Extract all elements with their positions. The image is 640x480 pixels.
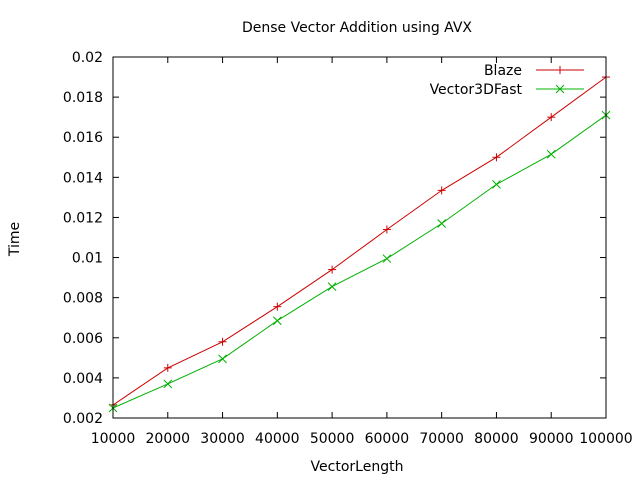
y-tick-label: 0.016 bbox=[63, 130, 103, 146]
data-point-vector3dfast-d2 bbox=[163, 379, 173, 389]
x-tick-label: 50000 bbox=[310, 431, 355, 447]
series-line-blaze bbox=[112, 76, 607, 406]
legend-marker-vector3dfast bbox=[555, 84, 565, 94]
data-point-blaze bbox=[273, 302, 282, 311]
data-point-vector3dfast-d2 bbox=[382, 254, 392, 263]
y-tick-label: 0.01 bbox=[72, 251, 103, 267]
y-tick-label: 0.006 bbox=[63, 331, 103, 347]
data-point-vector3dfast bbox=[218, 354, 227, 364]
x-tick-label: 20000 bbox=[146, 431, 191, 447]
data-point-vector3dfast bbox=[327, 282, 337, 291]
x-tick-label: 70000 bbox=[419, 431, 464, 447]
axis-ticks: 0.002 0.004 0.006 0.008 0.01 0.012 0.014 0.016 0… bbox=[63, 50, 633, 447]
legend-marker-blaze bbox=[556, 66, 564, 74]
y-tick-label: 0.012 bbox=[63, 210, 103, 226]
y-axis-label: Time bbox=[7, 222, 23, 257]
x-tick-label: 90000 bbox=[529, 431, 574, 447]
data-point-vector3dfast-d2 bbox=[437, 219, 447, 228]
data-point-blaze bbox=[547, 113, 556, 122]
data-point-blaze bbox=[437, 186, 446, 195]
data-point-vector3dfast bbox=[546, 149, 556, 159]
data-point-vector3dfast bbox=[492, 179, 501, 189]
data-point-blaze bbox=[492, 153, 501, 162]
chart-title: Dense Vector Addition using AVX bbox=[242, 20, 472, 36]
x-axis-label: VectorLength bbox=[311, 459, 404, 475]
y-tick-label: 0.008 bbox=[63, 291, 103, 307]
data-point-vector3dfast-d2 bbox=[272, 316, 282, 326]
data-point-vector3dfast bbox=[163, 379, 173, 389]
y-tick-label: 0.004 bbox=[63, 371, 103, 387]
data-point-vector3dfast bbox=[272, 316, 282, 326]
legend-marker-vector3dfast-d2 bbox=[555, 84, 565, 94]
data-point-vector3dfast bbox=[382, 254, 392, 263]
x-tick-label: 80000 bbox=[474, 431, 519, 447]
legend-label-blaze: Blaze bbox=[484, 63, 522, 79]
plot-frame bbox=[112, 56, 607, 419]
x-tick-label: 100000 bbox=[579, 431, 632, 447]
x-tick-label: 40000 bbox=[255, 431, 300, 447]
data-point-vector3dfast-d2 bbox=[327, 282, 337, 291]
y-tick-label: 0.02 bbox=[72, 50, 103, 66]
data-point-blaze bbox=[328, 265, 337, 274]
data-point-blaze bbox=[382, 225, 391, 234]
x-tick-label: 30000 bbox=[200, 431, 245, 447]
x-tick-label: 10000 bbox=[91, 431, 136, 447]
y-tick-label: 0.002 bbox=[63, 411, 103, 427]
legend-label-vector3dfast: Vector3DFast bbox=[430, 82, 523, 98]
y-tick-label: 0.014 bbox=[63, 170, 103, 186]
data-point-vector3dfast bbox=[437, 219, 447, 228]
data-point-vector3dfast-d2 bbox=[492, 179, 501, 189]
x-tick-label: 60000 bbox=[365, 431, 410, 447]
data-series bbox=[108, 73, 611, 413]
data-point-vector3dfast-d2 bbox=[546, 149, 556, 159]
legend: Blaze Vector3DFast bbox=[430, 63, 584, 98]
data-point-blaze bbox=[218, 337, 227, 346]
data-point-blaze bbox=[163, 363, 172, 372]
series-line-vector3dfast bbox=[112, 114, 607, 409]
y-tick-label: 0.018 bbox=[63, 90, 103, 106]
data-point-vector3dfast-d2 bbox=[218, 354, 227, 364]
